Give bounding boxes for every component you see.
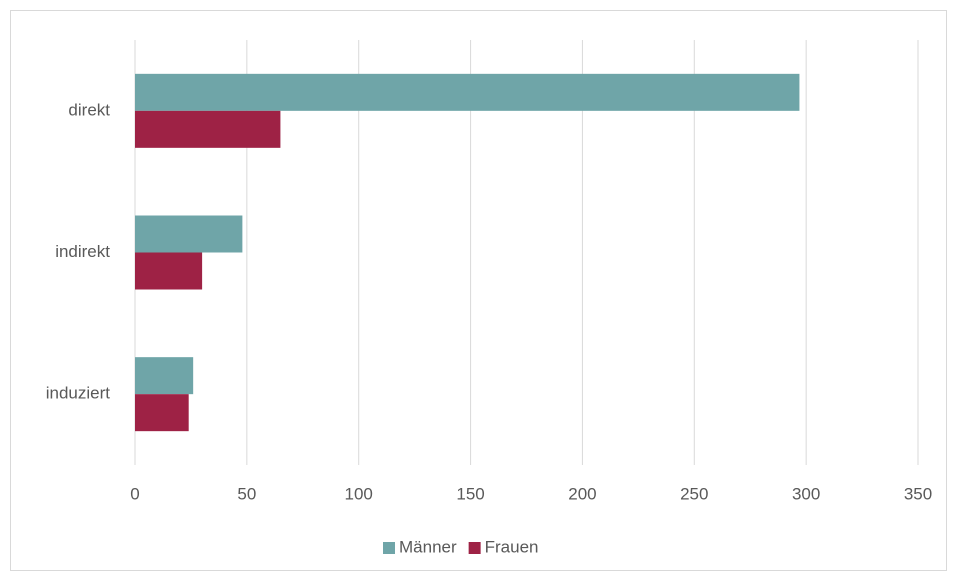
y-tick-label: induziert (46, 384, 111, 403)
y-tick-label: indirekt (55, 242, 110, 261)
legend-swatch (383, 542, 395, 554)
x-tick-label: 50 (237, 484, 256, 503)
bar (135, 110, 281, 148)
bar (135, 73, 800, 111)
legend-swatch (468, 542, 481, 554)
bar (135, 215, 243, 253)
y-tick-label: direkt (68, 100, 110, 119)
bar (135, 357, 194, 395)
x-tick-label: 250 (680, 484, 708, 503)
x-tick-label: 100 (345, 484, 373, 503)
x-tick-label: 0 (130, 484, 139, 503)
x-tick-label: 350 (904, 484, 932, 503)
bar (135, 394, 189, 432)
x-tick-label: 150 (456, 484, 484, 503)
x-tick-label: 300 (792, 484, 820, 503)
x-tick-label: 200 (568, 484, 596, 503)
legend-label: Frauen (485, 537, 539, 556)
legend-label: Männer (399, 537, 457, 556)
bar (135, 252, 203, 290)
